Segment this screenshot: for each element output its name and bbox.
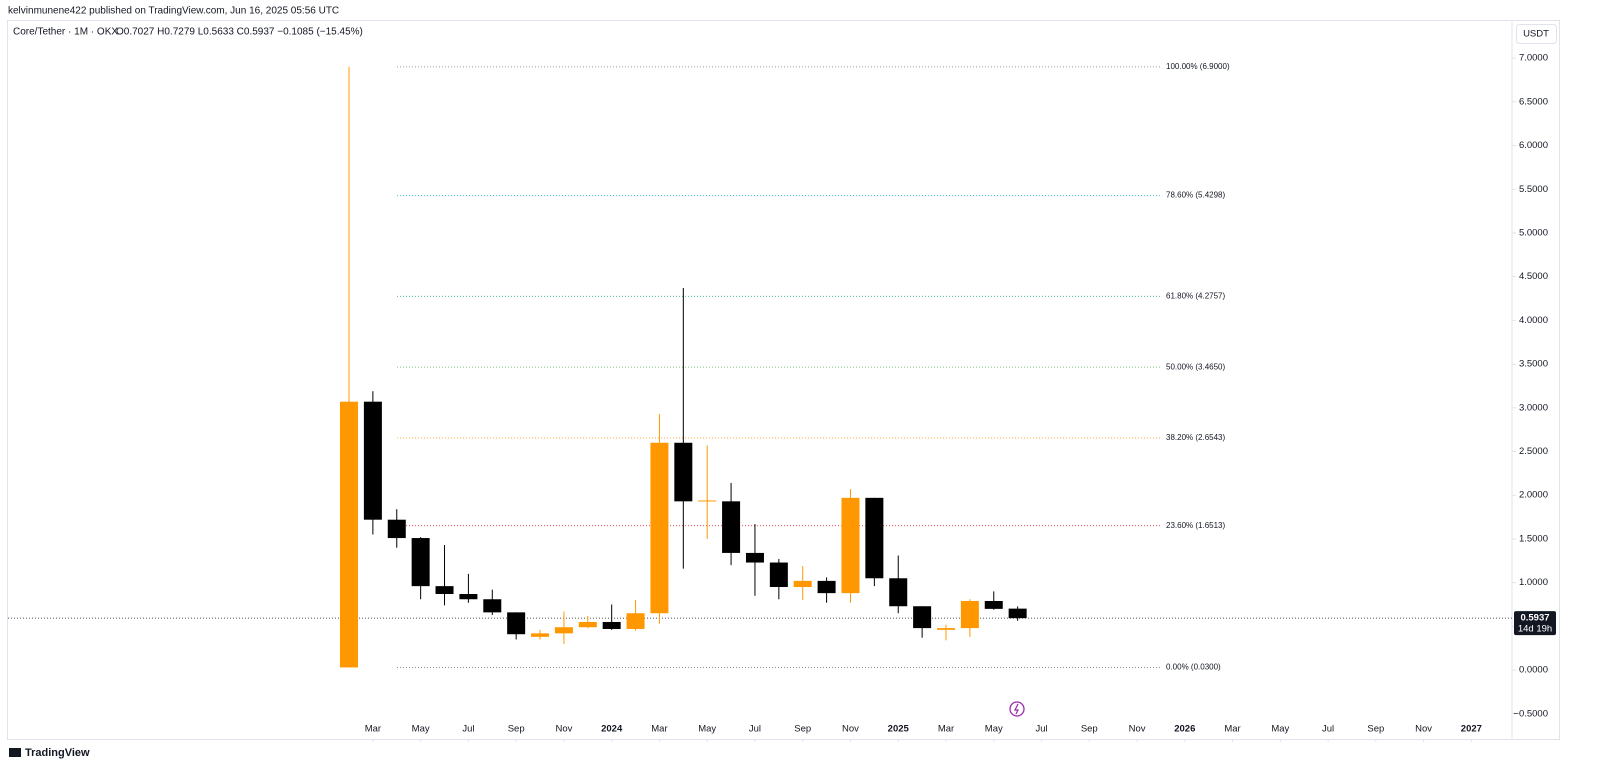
candle-body [722, 501, 741, 553]
x-tick-label: Sep [1367, 724, 1384, 735]
x-tick-label: Mar [1224, 724, 1240, 735]
x-tick-label: May [985, 724, 1003, 735]
x-tick-label: Jul [749, 724, 761, 735]
candle-body [554, 627, 573, 634]
candle-body [387, 519, 406, 539]
y-tick-label: 3.0000 [1519, 402, 1548, 413]
y-tick-label: 1.5000 [1519, 533, 1548, 544]
candle-body [937, 628, 955, 630]
candle-body [531, 633, 550, 637]
candle-body [483, 599, 502, 613]
candle-body [363, 401, 382, 520]
candle-body [602, 621, 621, 629]
candle-body [865, 497, 884, 579]
candle-body [459, 594, 478, 600]
x-tick-label: Jul [1035, 724, 1047, 735]
candle-body [698, 500, 717, 502]
candle-body [841, 497, 860, 594]
x-tick-label: Sep [508, 724, 525, 735]
y-tick-label: −0.5000 [1513, 708, 1548, 719]
candle-body [411, 538, 430, 587]
candle-body [507, 612, 526, 635]
x-tick-label: May [698, 724, 716, 735]
fib-label: 50.00% (3.4650) [1166, 362, 1225, 371]
y-tick-label: 6.5000 [1519, 96, 1548, 107]
candle-body [913, 606, 932, 629]
x-tick-label: Jul [1322, 724, 1334, 735]
y-tick-label: 2.0000 [1519, 490, 1548, 501]
x-tick-label: Nov [555, 724, 572, 735]
fib-label: 61.80% (4.2757) [1166, 291, 1225, 300]
y-tick-label: 2.5000 [1519, 446, 1548, 457]
symbol: Core/Tether · 1M · OKX [13, 27, 118, 38]
candle-body [984, 601, 1003, 609]
y-tick-label: 0.0000 [1519, 665, 1548, 676]
y-tick-label: 5.5000 [1519, 184, 1548, 195]
x-tick-label: 2027 [1461, 724, 1482, 735]
countdown-label: 14d 19h [1518, 624, 1552, 635]
candle-body [745, 552, 764, 563]
candle-body [578, 621, 597, 628]
x-tick-label: Mar [365, 724, 381, 735]
currency-button[interactable] [1516, 24, 1557, 44]
x-tick-label: Sep [1081, 724, 1098, 735]
currency-label[interactable]: USDT [1523, 29, 1549, 40]
x-tick-label: Nov [1415, 724, 1432, 735]
y-tick-label: 6.0000 [1519, 140, 1548, 151]
fib-label: 38.20% (2.6543) [1166, 433, 1225, 442]
y-tick-label: 7.0000 [1519, 53, 1548, 64]
y-tick-label: 1.0000 [1519, 577, 1548, 588]
x-tick-label: Mar [651, 724, 667, 735]
candle-body [674, 442, 693, 502]
candle-body [769, 562, 788, 588]
y-tick-label: 4.5000 [1519, 271, 1548, 282]
published-note: kelvinmunene422 published on TradingView… [8, 6, 339, 17]
x-tick-label: Nov [1129, 724, 1146, 735]
x-tick-label: May [412, 724, 430, 735]
candle-body [889, 578, 908, 607]
chart-frame [7, 20, 1560, 740]
candle-body [793, 580, 812, 588]
candle-body [435, 586, 454, 595]
fib-label: 23.60% (1.6513) [1166, 521, 1225, 530]
x-tick-label: Mar [938, 724, 954, 735]
x-tick-label: Jul [462, 724, 474, 735]
x-tick-label: Sep [794, 724, 811, 735]
candle-body [1008, 608, 1027, 619]
price-tag-label: 0.5937 [1520, 613, 1549, 624]
x-tick-label: May [1271, 724, 1289, 735]
fib-label: 100.00% (6.9000) [1166, 62, 1230, 71]
event-icon[interactable] [1009, 701, 1025, 717]
candle-body [626, 613, 645, 629]
y-tick-label: 5.0000 [1519, 227, 1548, 238]
logo: TradingView [25, 747, 90, 759]
x-tick-label: 2025 [888, 724, 910, 735]
y-tick-label: 3.5000 [1519, 359, 1548, 370]
candle-body [650, 442, 669, 614]
ohlc-legend: O0.7027 H0.7279 L0.5633 C0.5937 −0.1085 … [116, 27, 363, 38]
x-tick-label: Nov [842, 724, 859, 735]
x-tick-label: 2026 [1174, 724, 1195, 735]
fib-label: 0.00% (0.0300) [1166, 663, 1221, 672]
fib-label: 78.60% (5.4298) [1166, 190, 1225, 199]
candle-body [960, 601, 979, 629]
y-tick-label: 4.0000 [1519, 315, 1548, 326]
candle-body [817, 580, 836, 594]
candle-body [340, 401, 358, 668]
logo-mark [9, 748, 21, 757]
x-tick-label: 2024 [601, 724, 623, 735]
price-tag [1514, 611, 1556, 636]
event-icon-bolt [1014, 703, 1019, 715]
